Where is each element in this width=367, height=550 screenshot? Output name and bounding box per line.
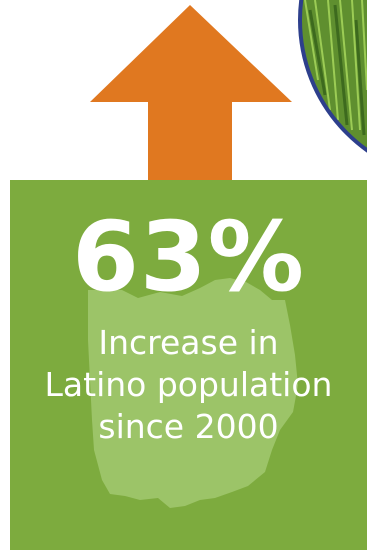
stat-panel: 63% Increase in Latino population since … (10, 180, 367, 550)
caption-line-1: Increase in (98, 323, 279, 362)
caption-line-3: since 2000 (98, 407, 279, 446)
stat-value: 63% (72, 201, 305, 313)
stat-caption: Increase in Latino population since 2000 (10, 322, 367, 448)
caption-line-2: Latino population (44, 365, 333, 404)
ohio-map-icon (88, 278, 298, 508)
